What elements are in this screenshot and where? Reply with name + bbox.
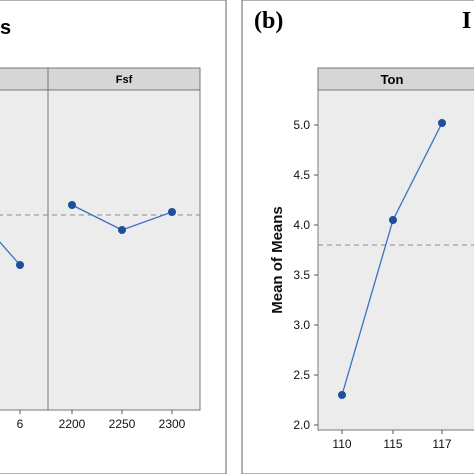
left-plot-area: Fsf 6 2200 2250 2300 (0, 67, 201, 431)
left-strip-background (0, 67, 201, 91)
right-strip-background (317, 67, 474, 91)
x-tick-label: 6 (17, 417, 24, 431)
data-point (389, 216, 397, 224)
data-point (438, 119, 446, 127)
y-tick-label: 4.5 (293, 168, 310, 182)
x-tick-label: 2200 (59, 417, 86, 431)
data-point (68, 201, 76, 209)
series-line-segment (0, 241, 21, 266)
y-tick-label: 3.5 (293, 268, 310, 282)
left-plot-background (0, 67, 201, 411)
data-point (118, 226, 126, 234)
x-tick-label: 115 (383, 437, 402, 451)
right-plot-area: Ton 2.0 2.5 3.0 3.5 4.0 4.5 5.0 Mean of Means 110… (269, 67, 474, 451)
data-point (168, 208, 176, 216)
left-title-fragment: s (0, 17, 11, 39)
x-tick-label: 2250 (109, 417, 136, 431)
y-axis-label: Mean of Means (269, 206, 286, 314)
strip-label-ton: Ton (381, 72, 404, 87)
y-tick-label: 2.5 (293, 368, 310, 382)
right-plot-background (317, 67, 474, 431)
data-point (338, 391, 346, 399)
y-tick-label: 5.0 (293, 118, 310, 132)
panel-b-label: (b) (254, 8, 283, 34)
y-tick-label: 2.0 (293, 418, 310, 432)
y-tick-label: 3.0 (293, 318, 310, 332)
strip-label-fsf: Fsf (116, 74, 133, 86)
right-edge-fragment: I (462, 8, 471, 34)
data-point (16, 261, 24, 269)
y-tick-label: 4.0 (293, 218, 310, 232)
x-tick-label: 2300 (159, 417, 186, 431)
x-tick-label: 117 (432, 437, 451, 451)
x-tick-label: 110 (332, 437, 351, 451)
